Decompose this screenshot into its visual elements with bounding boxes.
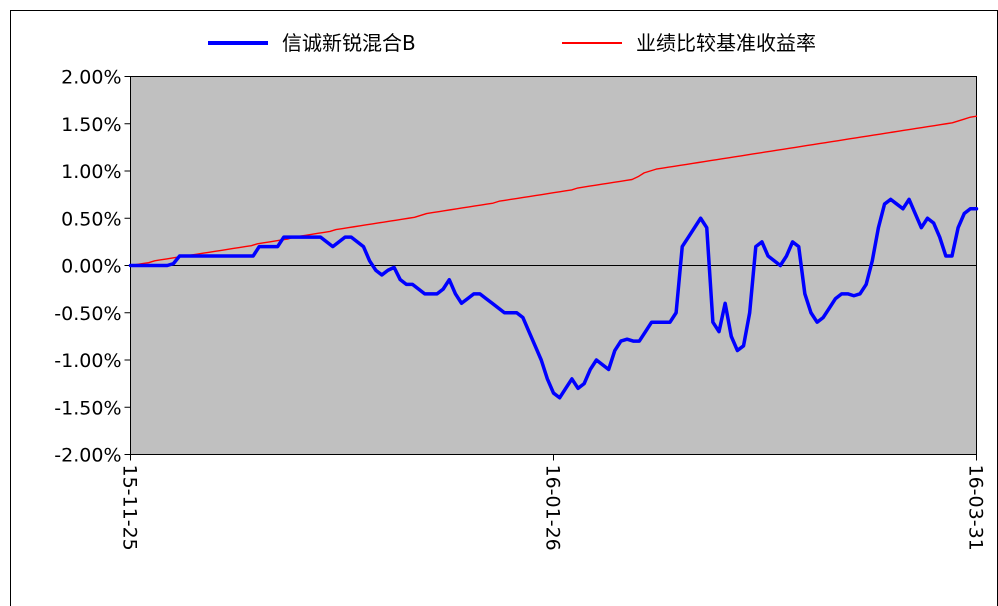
y-tick-label: -2.00% <box>54 445 121 467</box>
series-layer <box>128 115 979 400</box>
legend-label-fund: 信诚新锐混合B <box>282 31 416 55</box>
legend: 信诚新锐混合B 业绩比较基准收益率 <box>208 31 816 55</box>
y-tick-label: -0.50% <box>54 303 121 325</box>
y-tick-label: -1.00% <box>54 350 121 372</box>
x-tick-label: 15-11-25 <box>119 465 141 551</box>
x-axis: 15-11-25 16-01-26 16-03-31 <box>119 454 987 551</box>
series-line-fund <box>128 197 979 400</box>
y-axis: 2.00% 1.50% 1.00% 0.50% 0.00% -0.50% -1.00% -1.… <box>54 67 977 467</box>
series-line-benchmark <box>129 115 978 267</box>
y-tick-label: 0.50% <box>61 208 121 230</box>
legend-label-benchmark: 业绩比较基准收益率 <box>636 31 816 55</box>
y-tick-label: -1.50% <box>54 397 121 419</box>
y-tick-label: 0.00% <box>61 256 121 278</box>
x-tick-label: 16-01-26 <box>542 465 564 551</box>
y-tick-label: 1.50% <box>61 114 121 136</box>
y-tick-label: 2.00% <box>61 67 121 89</box>
y-tick-label: 1.00% <box>61 161 121 183</box>
x-tick-label: 16-03-31 <box>965 465 987 551</box>
